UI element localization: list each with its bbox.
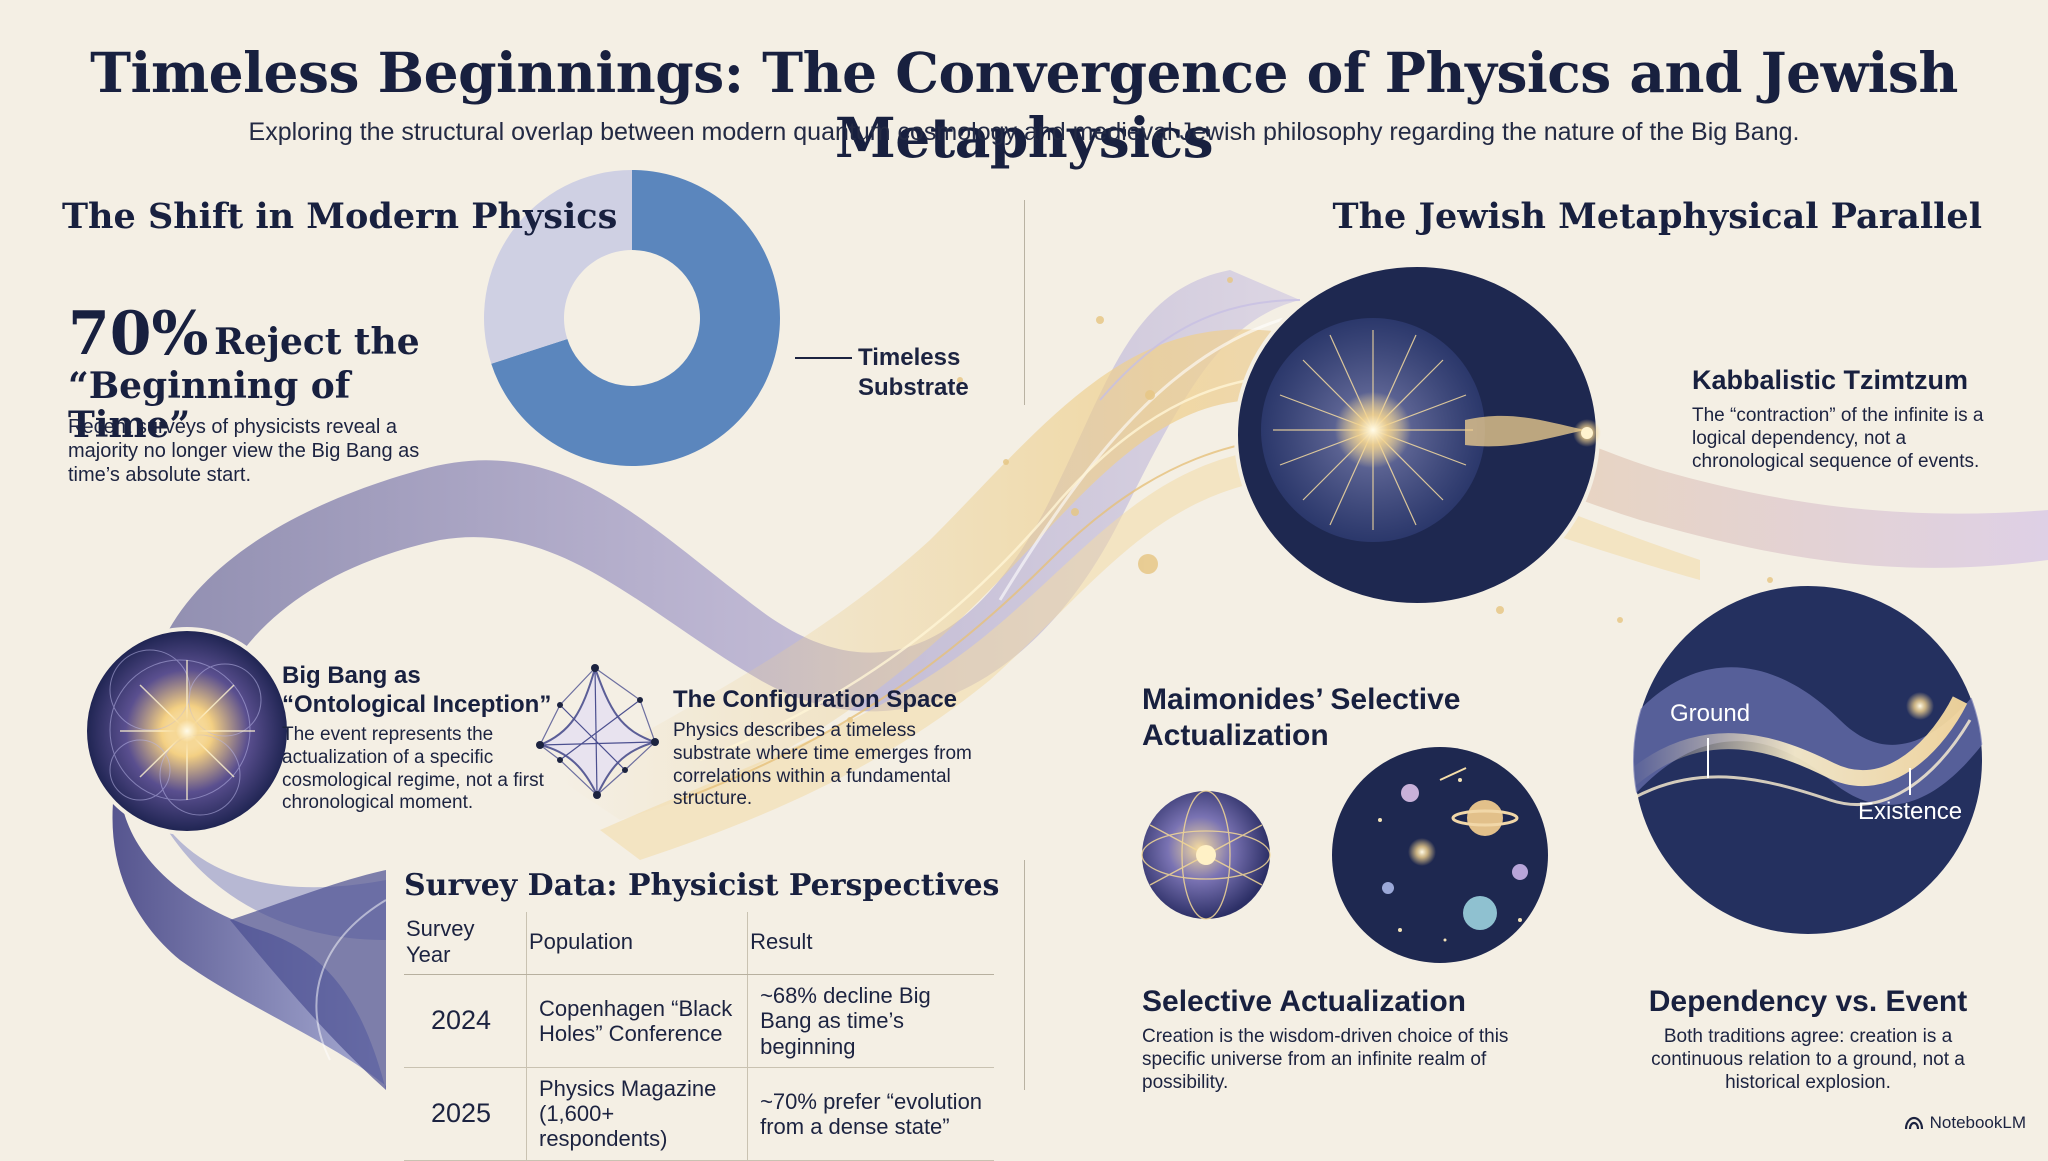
divider-bottom bbox=[1024, 860, 1025, 1090]
bigbang-title-line1: Big Bang as bbox=[282, 662, 421, 689]
dependency-description: Both traditions agree: creation is a con… bbox=[1651, 1026, 1965, 1093]
jewish-section-heading: The Jewish Metaphysical Parallel bbox=[1332, 196, 1982, 237]
config-title: The Configuration Space bbox=[673, 686, 958, 713]
donut-label-line2: Substrate bbox=[858, 374, 969, 401]
selective-actualization-description: Creation is the wisdom-driven choice of … bbox=[1142, 1026, 1509, 1093]
bigbang-description: The event represents the actualization o… bbox=[282, 724, 544, 814]
configuration-space-diagram bbox=[536, 664, 659, 799]
header-survey-year: Survey Year bbox=[404, 912, 527, 975]
header-result: Result bbox=[747, 912, 994, 975]
donut-slice-timeless-substrate bbox=[491, 170, 781, 466]
cell-result: ~70% prefer “evolution from a dense state… bbox=[747, 1067, 994, 1161]
survey-title: Survey Data: Physicist Perspectives bbox=[404, 868, 1000, 903]
cell-population: Physics Magazine (1,600+ respondents) bbox=[525, 1067, 748, 1161]
donut-chart bbox=[483, 170, 852, 466]
cell-population-line2: Holes” Conference bbox=[539, 1020, 723, 1046]
cell-year: 2025 bbox=[404, 1067, 527, 1161]
divider-top bbox=[1024, 200, 1025, 405]
stat-description: Recent surveys of physicists reveal a ma… bbox=[68, 416, 420, 486]
donut-slice-remainder bbox=[483, 170, 632, 364]
cell-population-line2: (1,600+ respondents) bbox=[539, 1101, 668, 1152]
survey-header-row: Survey Year Population Result bbox=[404, 912, 994, 975]
kabbalah-description: The “contraction” of the infinite is a l… bbox=[1692, 405, 1984, 472]
cell-result-line1: ~70% prefer “evolution bbox=[760, 1088, 983, 1114]
selective-actualization-title: Selective Actualization bbox=[1142, 985, 1466, 1018]
cell-result-line1: ~68% decline Big bbox=[760, 983, 931, 1008]
page-subtitle: Exploring the structural overlap between… bbox=[248, 118, 1800, 146]
dependency-title: Dependency vs. Event bbox=[1648, 985, 1968, 1018]
ground-label: Ground bbox=[1670, 700, 1751, 727]
cell-result-line2: from a dense state” bbox=[760, 1113, 950, 1139]
cell-year: 2024 bbox=[404, 974, 527, 1068]
existence-label: Existence bbox=[1858, 798, 1963, 825]
table-row: 2025 Physics Magazine (1,600+ respondents… bbox=[404, 1067, 994, 1161]
cell-population: Copenhagen “Black Holes” Conference bbox=[525, 974, 748, 1068]
big-bang-cosmic-web-illustration bbox=[83, 627, 291, 835]
donut-label: Timeless Substrate bbox=[858, 343, 969, 403]
config-description: Physics describes a timeless substrate w… bbox=[673, 720, 972, 810]
cell-result-line2: Bang as time’s beginning bbox=[760, 1008, 904, 1059]
cell-population-line1: Physics Magazine bbox=[539, 1075, 717, 1101]
table-row: 2024 Copenhagen “Black Holes” Conference … bbox=[404, 974, 994, 1068]
cell-result: ~68% decline Big Bang as time’s beginning bbox=[747, 974, 994, 1068]
universe-illustration bbox=[1332, 747, 1548, 963]
kabbalah-title: Kabbalistic Tzimtzum bbox=[1692, 365, 1969, 395]
maimonides-title-line1: Maimonides’ Selective bbox=[1142, 683, 1461, 716]
physics-section-heading: The Shift in Modern Physics bbox=[62, 196, 618, 237]
maimonides-title: Maimonides’ Selective Actualization bbox=[1142, 682, 1460, 754]
stat-headline: 70% Reject the “Beginning of Time” bbox=[68, 302, 448, 445]
notebooklm-logo-icon bbox=[1904, 1116, 1923, 1130]
dependency-illustration bbox=[1630, 582, 1986, 938]
notebooklm-brand: NotebookLM bbox=[1904, 1113, 2026, 1133]
cell-population-line1: Copenhagen “Black bbox=[539, 995, 733, 1021]
header-population: Population bbox=[525, 912, 748, 975]
bigbang-title: Big Bang as “Ontological Inception” bbox=[282, 662, 551, 720]
stat-line1: Reject the bbox=[214, 321, 420, 363]
survey-table: Survey Year Population Result 2024 Copen… bbox=[404, 912, 994, 1161]
donut-label-line1: Timeless bbox=[858, 344, 961, 371]
brand-text: NotebookLM bbox=[1929, 1113, 2026, 1132]
stat-line2: “Beginning of Time” bbox=[68, 364, 351, 446]
bigbang-title-line2: “Ontological Inception” bbox=[282, 690, 552, 718]
page-title: Timeless Beginnings: The Convergence of … bbox=[90, 40, 1958, 170]
maimonides-title-line2: Actualization bbox=[1142, 719, 1329, 752]
selective-actualization-sphere bbox=[1141, 790, 1271, 920]
stat-value: 70% bbox=[68, 299, 209, 369]
tzimtzum-illustration bbox=[1234, 263, 1601, 607]
